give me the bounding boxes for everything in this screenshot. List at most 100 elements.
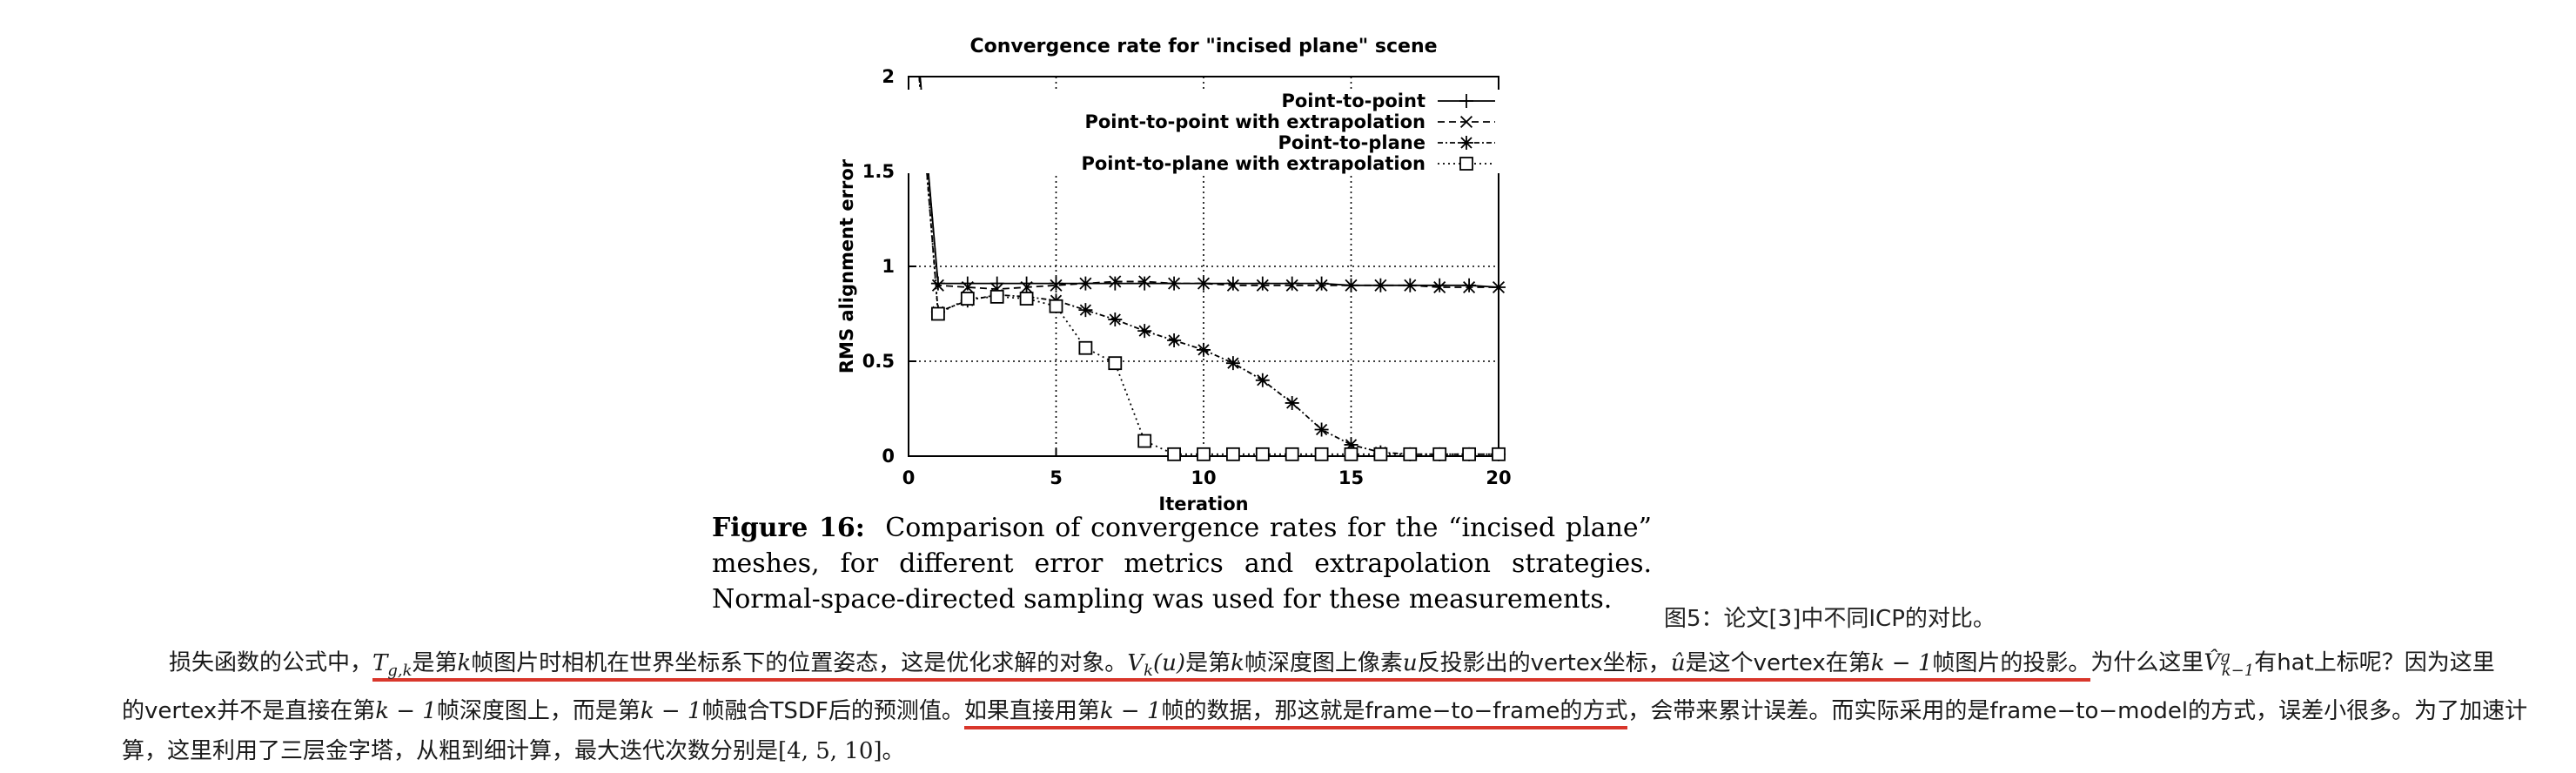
series-1-point <box>1049 276 1063 291</box>
legend-bg <box>905 111 1506 131</box>
math-V-hat: V̂ <box>2204 649 2221 676</box>
series-2-point <box>1226 279 1239 292</box>
math-k-minus-1: k − 1 <box>375 697 437 724</box>
series-2-point <box>1374 279 1387 292</box>
figure-note: 图5：论文[3]中不同ICP的对比。 <box>1664 606 1996 632</box>
legend-label-1: Point-to-point <box>1281 91 1426 111</box>
underline-pose-definition: Tg,k是第k帧图片时相机在世界坐标系下的位置姿态，这是优化求解的对象。Vk(u… <box>372 649 2091 682</box>
y-tick-label: 0 <box>882 446 895 467</box>
legend-marker-2 <box>1459 115 1473 129</box>
legend-label-2: Point-to-point with extrapolation <box>1084 111 1426 132</box>
figure-caption-text: Comparison of convergence rates for the … <box>712 513 1652 615</box>
math-k: k <box>457 649 472 676</box>
convergence-figure: Convergence rate for "incised plane" sce… <box>818 17 1688 522</box>
series-4-point <box>1492 447 1506 461</box>
series-2-point <box>1404 279 1417 292</box>
legend-marker-1 <box>1459 94 1473 108</box>
series-3-point <box>1285 395 1299 410</box>
figure-label: Figure 16: <box>712 513 865 543</box>
series-4-point <box>1314 447 1329 461</box>
legend-bg <box>905 90 1506 111</box>
legend-marker-3 <box>1459 136 1473 150</box>
figure-caption: Figure 16: Comparison of convergence rat… <box>712 510 1652 617</box>
series-2-point <box>1197 277 1211 290</box>
series-4-point <box>1108 356 1123 371</box>
text-run: 是第 <box>1185 649 1231 676</box>
text-run: 反投影出的vertex坐标， <box>1417 649 1671 676</box>
series-3-point <box>1314 422 1329 437</box>
series-4-point <box>1078 340 1093 355</box>
text-run: 帧图片时相机在世界坐标系下的位置姿态，这是优化求解的对象。 <box>471 649 1128 676</box>
series-4-point <box>1049 299 1063 313</box>
y-tick-label: 2 <box>882 66 895 87</box>
series-4-point <box>1197 447 1211 461</box>
text-run: ，会带来累计误差。而实际采用的是frame−to−model的方式，误差小很多。… <box>1627 697 2528 724</box>
text-run: 算，这里利用了三层金字塔，从粗到细计算，最大迭代次数分别是 <box>122 737 779 764</box>
paragraph-line-1: 损失函数的公式中，Tg,k是第k帧图片时相机在世界坐标系下的位置姿态，这是优化求… <box>122 637 2559 691</box>
series-2-point <box>1079 277 1092 290</box>
series-3-point <box>1078 303 1093 318</box>
math-T-sub: g,k <box>387 661 413 680</box>
legend-bg <box>905 131 1506 152</box>
series-2-point <box>931 279 944 292</box>
series-4-point <box>1137 434 1152 448</box>
math-k-minus-1: k − 1 <box>1870 649 1933 676</box>
text-run: 帧融合TSDF后的预测值。 <box>701 697 964 724</box>
series-2-point <box>1168 277 1181 290</box>
series-3-point <box>1137 324 1152 339</box>
series-2-point <box>961 280 974 294</box>
math-k-minus-1: k − 1 <box>1099 697 1162 724</box>
series-3-point <box>1225 356 1240 371</box>
series-2-point <box>1433 280 1446 294</box>
series-2-point <box>1285 279 1298 292</box>
text-run: 帧深度图上，而是第 <box>436 697 641 724</box>
series-4-point <box>1019 292 1034 306</box>
series-4-point <box>1255 447 1270 461</box>
underline-frame-to-frame: 如果直接用第k − 1帧的数据，那这就是frame−to−frame的方式 <box>963 697 1628 729</box>
series-2-point <box>1492 280 1506 294</box>
series-3-point <box>1108 313 1123 327</box>
text-run: 的vertex并不是直接在第 <box>122 697 376 724</box>
x-tick-label: 0 <box>902 467 916 488</box>
series-4-point <box>1225 447 1240 461</box>
series-line-2 <box>919 77 1499 291</box>
series-1-point <box>1108 276 1123 291</box>
text-run: 帧深度图上像素 <box>1244 649 1403 676</box>
series-2-point <box>1020 280 1033 294</box>
series-2-point <box>1315 279 1328 292</box>
series-1-point <box>1432 278 1447 292</box>
legend-label-3: Point-to-plane <box>1278 132 1426 153</box>
text-run: 帧的数据，那这就是frame−to−frame的方式 <box>1161 697 1628 724</box>
series-3-point <box>1255 373 1270 387</box>
text-run: 如果直接用第 <box>963 697 1100 724</box>
series-4-point <box>1373 447 1388 461</box>
math-u: u <box>1402 649 1418 676</box>
series-4-point <box>1462 447 1476 461</box>
series-2-point <box>1463 280 1476 294</box>
x-axis-label: Iteration <box>1158 494 1248 514</box>
series-4-point <box>1403 447 1418 461</box>
x-tick-label: 20 <box>1486 467 1511 488</box>
y-tick-label: 1 <box>882 256 895 277</box>
y-tick-label: 1.5 <box>862 161 895 182</box>
text-run: 损失函数的公式中， <box>169 649 373 676</box>
series-4-point <box>1285 447 1299 461</box>
body-paragraph: 损失函数的公式中，Tg,k是第k帧图片时相机在世界坐标系下的位置姿态，这是优化求… <box>122 637 2559 771</box>
series-4-point <box>930 306 945 321</box>
text-run: 为什么这里 <box>2090 649 2204 676</box>
series-2-point <box>1256 279 1269 292</box>
math-V-hat-sub: k−1 <box>2221 661 2255 680</box>
math-V-sub: k <box>1144 661 1154 680</box>
series-3-point <box>1344 437 1358 452</box>
series-1-point <box>1255 276 1270 291</box>
series-3-point <box>1197 342 1211 357</box>
y-axis-label: RMS alignment error <box>836 158 857 373</box>
series-4-point <box>989 289 1004 304</box>
series-1-point <box>1137 276 1152 291</box>
text-run: 帧图片的投影。 <box>1932 649 2091 676</box>
text-run: 有hat上标呢？因为这里 <box>2254 649 2495 676</box>
series-4-point <box>1344 447 1358 461</box>
math-V: V <box>1127 649 1144 676</box>
math-k: k <box>1231 649 1244 676</box>
series-4-point <box>1432 447 1447 461</box>
